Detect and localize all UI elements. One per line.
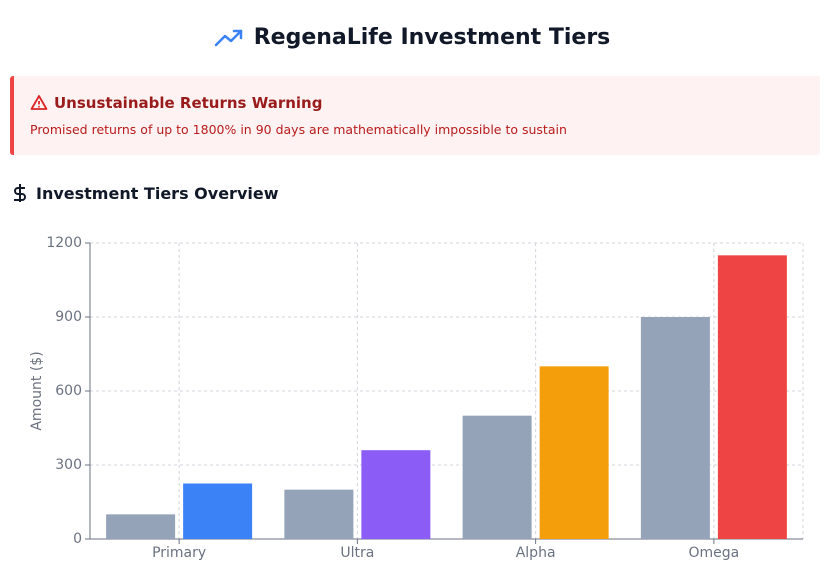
warning-box: Unsustainable Returns Warning Promised r… xyxy=(10,76,820,155)
warning-text: Promised returns of up to 1800% in 90 da… xyxy=(30,122,567,137)
bar xyxy=(284,489,354,539)
section-heading: Investment Tiers Overview xyxy=(12,183,278,203)
bar xyxy=(106,514,176,539)
warning-heading: Unsustainable Returns Warning xyxy=(30,94,322,112)
y-tick-label: 900 xyxy=(55,309,82,325)
x-tick-label: Alpha xyxy=(516,545,556,561)
y-tick-label: 0 xyxy=(73,531,82,547)
trend-icon xyxy=(214,29,242,47)
y-tick-label: 300 xyxy=(55,457,82,473)
x-tick-label: Ultra xyxy=(340,545,374,561)
x-tick-label: Primary xyxy=(152,545,206,561)
dollar-icon xyxy=(14,184,26,202)
warning-title: Unsustainable Returns Warning xyxy=(54,94,323,112)
x-tick-label: Omega xyxy=(689,545,740,561)
bar xyxy=(640,317,710,539)
bar xyxy=(717,255,787,540)
page-title: RegenaLife Investment Tiers xyxy=(253,25,611,50)
bar xyxy=(539,366,609,539)
bar xyxy=(462,415,532,539)
header: RegenaLife Investment Tiers xyxy=(0,22,824,54)
y-tick-label: 600 xyxy=(55,383,82,399)
section-title: Investment Tiers Overview xyxy=(36,184,279,203)
bar xyxy=(361,450,431,539)
bar xyxy=(183,483,253,539)
warning-icon xyxy=(30,95,48,110)
y-axis-label: Amount ($) xyxy=(29,351,45,430)
y-tick-label: 1200 xyxy=(46,235,82,251)
